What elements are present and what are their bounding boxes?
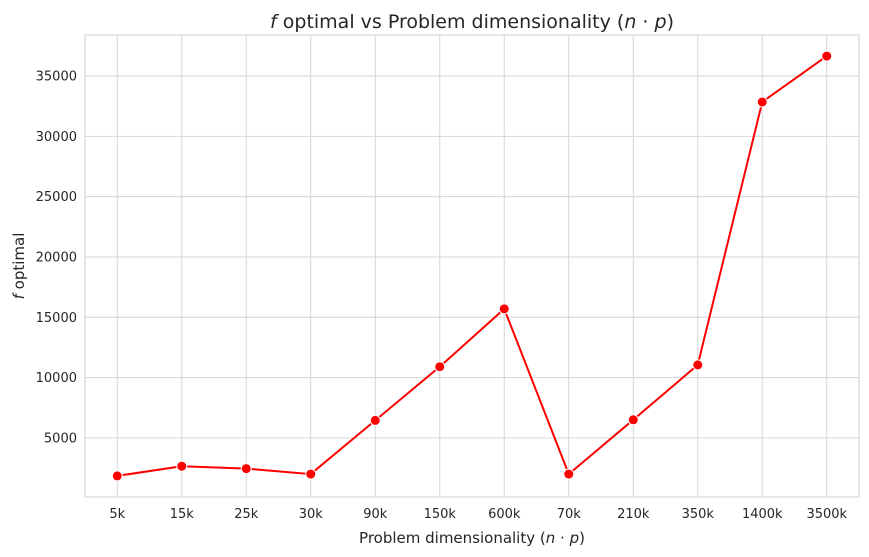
data-point	[369, 414, 381, 426]
x-tick-label: 15k	[170, 507, 195, 522]
x-tick-label: 210k	[617, 507, 650, 522]
x-tick-label: 1400k	[742, 507, 783, 522]
data-point	[434, 361, 446, 373]
plot-background	[84, 34, 860, 498]
series-group	[111, 50, 833, 482]
x-tick-labels: 5k 15k 25k 30k 90k 150k 600k 70k 210k 350k 1400k 35…	[109, 507, 847, 522]
x-tick-label: 350k	[682, 507, 715, 522]
title-p: p	[654, 11, 667, 33]
title-dot: ·	[636, 11, 654, 33]
y-tick-label: 5000	[44, 431, 77, 446]
x-tick-label: 5k	[109, 507, 125, 522]
x-tick-label: 90k	[363, 507, 388, 522]
x-tick-label: 70k	[557, 507, 582, 522]
y-tick-labels: 5000 10000 15000 20000 25000 30000 35000	[36, 70, 77, 447]
data-point	[692, 359, 704, 371]
x-axis-label: Problem dimensionality (n · p)	[359, 529, 585, 547]
x-tick-label: 150k	[424, 507, 457, 522]
data-point	[240, 463, 252, 475]
y-tick-label: 35000	[36, 70, 77, 85]
x-tick-label: 600k	[488, 507, 521, 522]
y-axis-label: f optimal	[10, 233, 28, 300]
y-tick-label: 20000	[36, 250, 77, 265]
data-point	[111, 470, 123, 482]
x-tick-label: 3500k	[806, 507, 847, 522]
xlabel-close: )	[579, 529, 585, 547]
y-tick-label: 10000	[36, 371, 77, 386]
x-tick-label: 25k	[234, 507, 259, 522]
chart-title: f optimal vs Problem dimensionality (n ·…	[270, 11, 674, 33]
y-tick-label: 30000	[36, 130, 77, 145]
ylabel-rest: optimal	[10, 233, 28, 295]
data-point	[305, 468, 317, 480]
ylabel-f: f	[10, 291, 28, 299]
data-point	[627, 414, 639, 426]
title-f: f	[270, 11, 280, 33]
x-tick-label: 30k	[299, 507, 324, 522]
data-point	[756, 96, 768, 108]
grid	[85, 35, 859, 497]
data-point	[176, 460, 188, 472]
title-rest: optimal vs Problem dimensionality (	[277, 11, 625, 33]
series-line	[117, 55, 828, 477]
data-point	[821, 50, 833, 62]
title-close: )	[667, 11, 674, 33]
title-n: n	[624, 11, 636, 33]
data-point	[563, 468, 575, 480]
xlabel-n: n	[546, 529, 556, 547]
xlabel-dot: ·	[555, 529, 569, 547]
xlabel-p: p	[569, 529, 580, 547]
data-point	[498, 303, 510, 315]
y-tick-label: 25000	[36, 190, 77, 205]
xlabel-rest: Problem dimensionality (	[359, 529, 546, 547]
y-tick-label: 15000	[36, 311, 77, 326]
